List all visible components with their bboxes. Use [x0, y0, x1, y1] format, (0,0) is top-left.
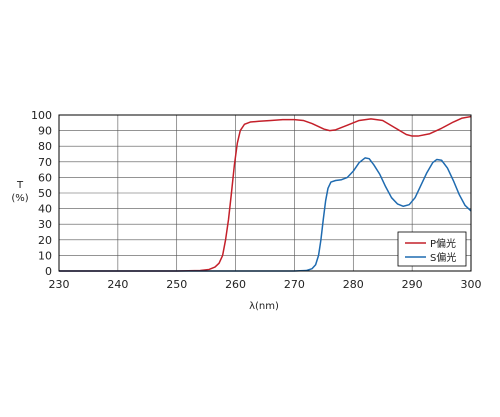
- y-tick-label: 100: [31, 109, 52, 122]
- series-line-1: [59, 157, 472, 272]
- y-tick-label: 60: [38, 171, 52, 184]
- legend-label-p-polarization: P偏光: [430, 237, 456, 250]
- x-tick-label: 280: [343, 278, 364, 291]
- y-tick-label: 30: [38, 218, 52, 231]
- x-tick-label: 230: [49, 278, 70, 291]
- y-tick-label: 40: [38, 203, 52, 216]
- x-tick-label: 300: [461, 278, 482, 291]
- x-tick-label: 260: [225, 278, 246, 291]
- y-tick-label: 70: [38, 156, 52, 169]
- legend-label-s-polarization: S偏光: [430, 251, 456, 264]
- plot-frame: [58, 114, 472, 272]
- y-tick-label: 90: [38, 125, 52, 138]
- series-line-0: [59, 115, 472, 272]
- x-tick-label: 240: [107, 278, 128, 291]
- series-lines: [59, 115, 472, 272]
- y-tick-label: 50: [38, 187, 52, 200]
- x-tick-labels: 230 240 250 260 270 280 290 300: [49, 278, 482, 291]
- y-axis-label-top: T: [16, 180, 24, 191]
- y-tick-label: 80: [38, 140, 52, 153]
- x-axis-label: λ(nm): [249, 301, 279, 312]
- y-tick-label: 10: [38, 249, 52, 262]
- x-tick-label: 270: [284, 278, 305, 291]
- x-tick-label: 290: [402, 278, 423, 291]
- x-tick-label: 250: [166, 278, 187, 291]
- y-tick-label: 20: [38, 234, 52, 247]
- y-tick-labels: 0 10 20 30 40 50 60 70 80 90 100: [31, 109, 52, 278]
- y-axis-label-bottom: (%): [11, 193, 28, 204]
- legend-box: [397, 231, 467, 267]
- y-tick-label: 0: [45, 265, 52, 278]
- legend: P偏光 S偏光: [397, 231, 467, 267]
